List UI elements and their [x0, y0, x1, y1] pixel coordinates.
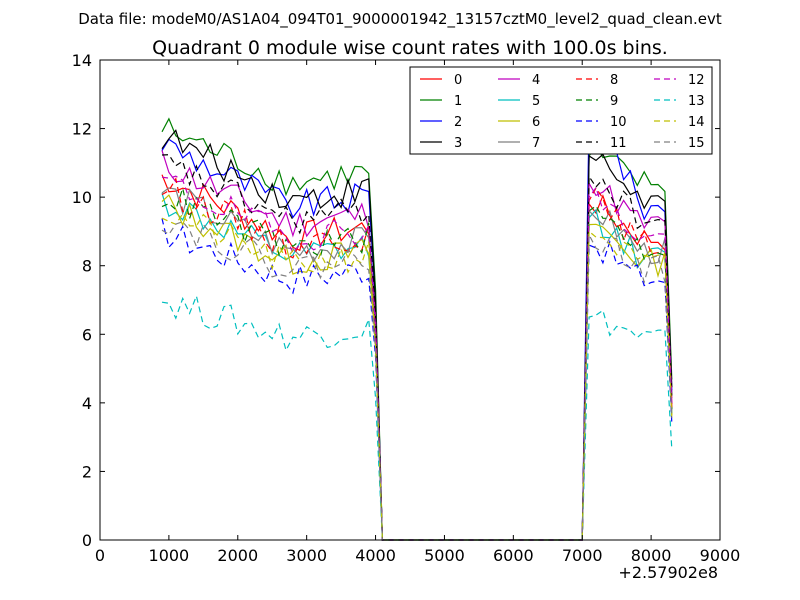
- x-tick-label: 3000: [286, 546, 327, 565]
- series-line-3: [161, 129, 673, 541]
- x-tick-label: 4000: [355, 546, 396, 565]
- series-line-8: [161, 177, 673, 541]
- x-tick-label: 2000: [217, 546, 258, 565]
- figure-suptitle: Data file: modeM0/AS1A04_094T01_90000019…: [78, 10, 722, 29]
- series-line-4: [161, 150, 673, 541]
- y-tick-label: 12: [72, 120, 92, 139]
- y-tick-label: 6: [82, 325, 92, 344]
- series-line-7: [161, 187, 673, 541]
- axis-ticks: 0 1000 2000 3000 4000 5000 6000 7000 8000 9000 0 2 4…: [72, 51, 741, 565]
- legend-label-2: 2: [454, 115, 462, 130]
- series-line-12: [161, 175, 673, 541]
- y-tick-label: 0: [82, 531, 92, 550]
- chart-title: Quadrant 0 module wise count rates with …: [152, 37, 668, 59]
- legend-label-7: 7: [532, 136, 540, 151]
- series-line-6: [161, 194, 673, 541]
- x-tick-label: 1000: [149, 546, 190, 565]
- x-tick-label: 9000: [700, 546, 741, 565]
- x-tick-label: 0: [95, 546, 105, 565]
- legend-label-4: 4: [532, 73, 540, 88]
- legend-label-5: 5: [532, 94, 540, 109]
- legend-label-14: 14: [688, 115, 705, 130]
- legend-box: [409, 66, 713, 155]
- x-tick-label: 6000: [493, 546, 534, 565]
- legend-label-11: 11: [610, 136, 627, 151]
- y-tick-label: 14: [72, 51, 92, 70]
- series-line-13: [161, 294, 673, 541]
- y-tick-label: 10: [72, 188, 92, 207]
- legend-label-0: 0: [454, 73, 462, 88]
- x-tick-label: 7000: [562, 546, 603, 565]
- y-tick-label: 2: [82, 462, 92, 481]
- series-line-15: [161, 220, 673, 541]
- legend-label-13: 13: [688, 94, 705, 109]
- x-tick-label: 5000: [424, 546, 465, 565]
- legend-label-9: 9: [610, 94, 618, 109]
- legend-label-3: 3: [454, 136, 462, 151]
- plot-lines: [161, 110, 673, 541]
- legend-label-12: 12: [688, 73, 705, 88]
- legend-label-15: 15: [688, 136, 705, 151]
- legend-label-10: 10: [610, 115, 627, 130]
- y-tick-label: 8: [82, 257, 92, 276]
- x-offset-label: +2.57902e8: [618, 563, 718, 582]
- series-line-9: [161, 186, 673, 541]
- y-tick-label: 4: [82, 394, 92, 413]
- legend-label-8: 8: [610, 73, 618, 88]
- series-line-14: [161, 212, 673, 541]
- legend-label-1: 1: [454, 94, 462, 109]
- legend-label-6: 6: [532, 115, 540, 130]
- series-line-2: [161, 110, 673, 541]
- axes-frame: [99, 59, 721, 541]
- series-line-1: [161, 117, 673, 541]
- x-tick-label: 8000: [631, 546, 672, 565]
